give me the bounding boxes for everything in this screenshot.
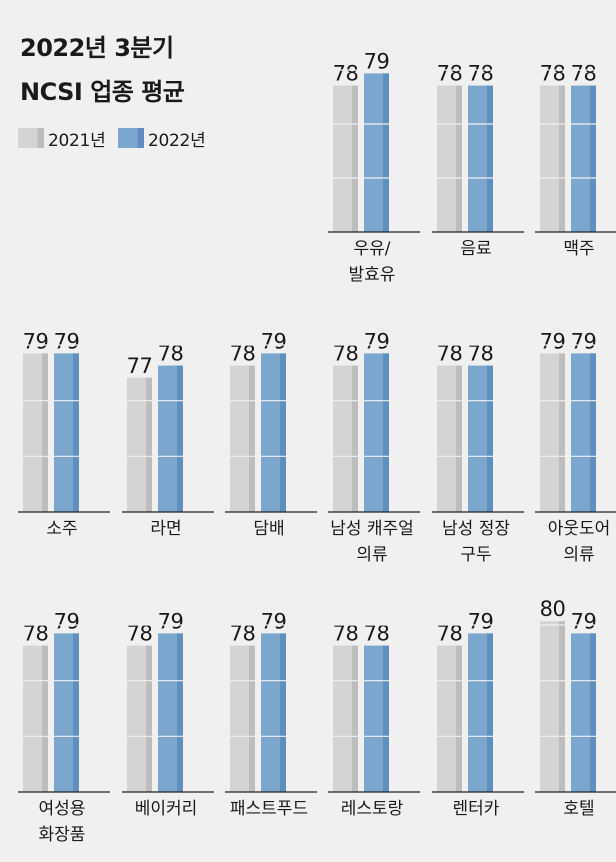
legend-swatch-2022 — [118, 128, 144, 148]
value-label-2022: 79 — [468, 609, 494, 633]
category-label: 맥주 — [563, 239, 594, 259]
value-label-2021: 78 — [437, 62, 463, 86]
bar-shade — [352, 365, 358, 512]
legend-swatch-2021 — [18, 128, 44, 148]
category-label: 렌터카 — [453, 799, 500, 819]
bar-shade — [177, 365, 183, 512]
legend-label-2022: 2022년 — [148, 131, 206, 151]
bar-shade — [456, 645, 462, 792]
value-label-2021: 79 — [23, 329, 49, 353]
value-label-2021: 77 — [127, 354, 153, 378]
bar-shade — [73, 353, 79, 512]
category-label: 의류 — [563, 545, 594, 565]
bar-shade — [559, 621, 565, 792]
category-label: 레스토랑 — [341, 799, 404, 819]
value-label-2022: 79 — [571, 609, 597, 633]
value-label-2022: 79 — [158, 609, 184, 633]
value-label-2021: 79 — [540, 329, 566, 353]
bar-shade — [383, 73, 389, 233]
category-label: 구두 — [460, 545, 491, 565]
category-label: 남성 정장 — [442, 519, 510, 539]
bar-shade — [456, 365, 462, 512]
value-label-2022: 79 — [261, 329, 287, 353]
category-label: 음료 — [460, 239, 491, 259]
category-label: 남성 캐주얼 — [330, 519, 414, 539]
bar-shade — [456, 85, 462, 232]
bar-shade — [383, 353, 389, 512]
value-label-2021: 78 — [333, 62, 359, 86]
bar-shade — [249, 365, 255, 512]
value-label-2022: 78 — [468, 62, 494, 86]
bar-shade — [559, 353, 565, 512]
bar-shade — [352, 85, 358, 232]
bar-shade — [177, 633, 183, 792]
category-label: 패스트푸드 — [230, 799, 308, 819]
bar-shade — [42, 353, 48, 512]
category-label: 담배 — [253, 519, 284, 539]
category-label: 베이커리 — [135, 799, 198, 819]
bar-shade — [352, 645, 358, 792]
value-label-2022: 79 — [571, 329, 597, 353]
bar-shade — [146, 645, 152, 792]
bar-shade — [383, 645, 389, 792]
category-label: 라면 — [150, 519, 181, 539]
category-label: 발효유 — [349, 265, 396, 285]
bar-shade — [146, 377, 152, 512]
bar-shade — [590, 85, 596, 232]
category-group: 78 78 음료 — [432, 62, 524, 259]
value-label-2022: 79 — [54, 329, 80, 353]
category-label: 여성용 — [39, 799, 86, 819]
category-label: 화장품 — [39, 825, 86, 845]
bar-shade — [590, 633, 596, 792]
value-label-2022: 79 — [54, 609, 80, 633]
category-label: 호텔 — [563, 799, 594, 819]
bar-shade — [42, 645, 48, 792]
bar-shade — [280, 353, 286, 512]
bar-shade — [487, 85, 493, 232]
bar-shade — [249, 645, 255, 792]
bar-shade — [73, 633, 79, 792]
value-label-2022: 79 — [364, 329, 390, 353]
bar-shade — [559, 85, 565, 232]
legend-label-2021: 2021년 — [48, 131, 106, 151]
category-label: 의류 — [356, 545, 387, 565]
bar-shade — [487, 633, 493, 792]
category-group: 78 78 맥주 — [535, 62, 616, 259]
category-label: 우유/ — [353, 239, 390, 259]
chart-title-line-2: NCSI 업종 평균 — [20, 78, 185, 106]
category-group: 79 79 소주 — [18, 329, 110, 539]
bar-shade — [280, 633, 286, 792]
category-label: 아웃도어 — [548, 519, 611, 539]
category-label: 소주 — [46, 519, 77, 539]
value-label-2022: 78 — [571, 62, 597, 86]
value-label-2021: 78 — [540, 62, 566, 86]
bar-shade — [487, 365, 493, 512]
value-label-2022: 79 — [261, 609, 287, 633]
value-label-2021: 80 — [540, 597, 566, 621]
bar-shade — [590, 353, 596, 512]
chart-title-line-1: 2022년 3분기 — [20, 34, 174, 62]
